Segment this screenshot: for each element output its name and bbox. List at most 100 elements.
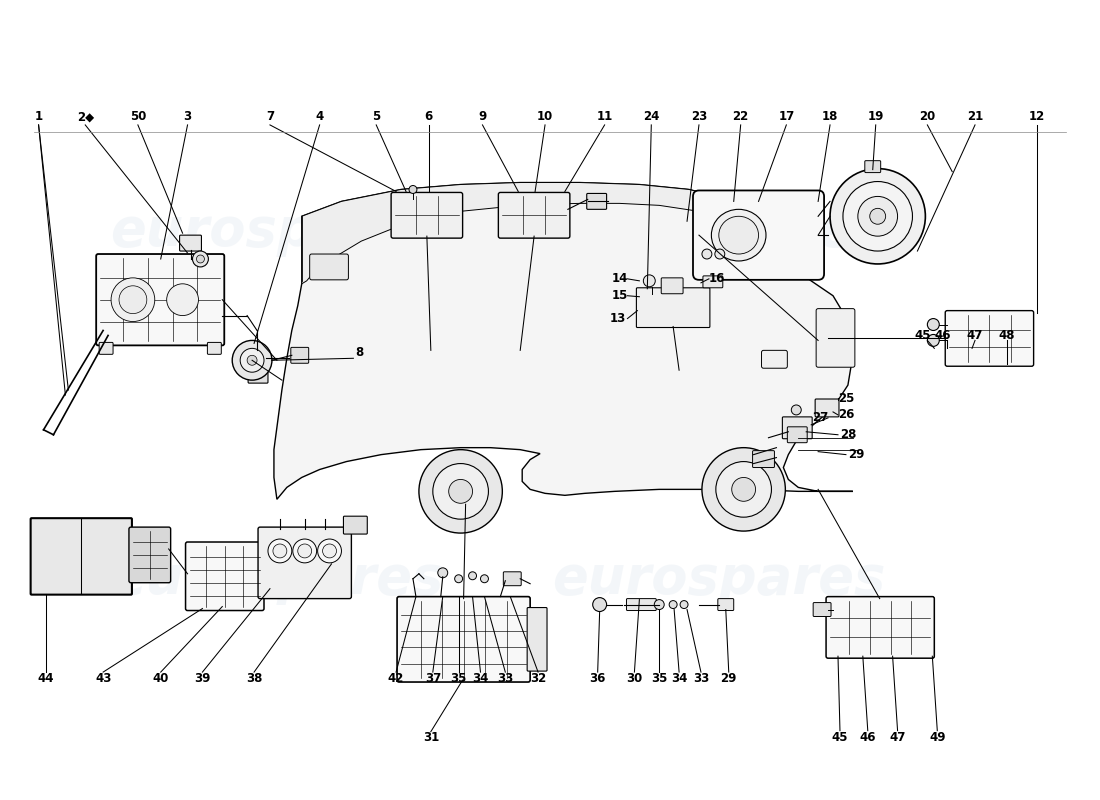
Polygon shape <box>301 182 808 284</box>
Circle shape <box>715 249 725 259</box>
Circle shape <box>111 278 155 322</box>
FancyBboxPatch shape <box>243 350 267 367</box>
Text: 18: 18 <box>822 110 838 123</box>
Text: 43: 43 <box>95 671 111 685</box>
Text: 16: 16 <box>708 272 725 286</box>
FancyBboxPatch shape <box>129 527 170 582</box>
Text: 2◆: 2◆ <box>77 110 94 123</box>
Circle shape <box>858 197 898 236</box>
Polygon shape <box>724 214 808 279</box>
Text: 28: 28 <box>839 428 856 442</box>
FancyBboxPatch shape <box>179 235 201 251</box>
Text: 32: 32 <box>530 671 547 685</box>
Circle shape <box>232 341 272 380</box>
Text: 46: 46 <box>934 329 950 342</box>
Circle shape <box>419 450 503 533</box>
Circle shape <box>438 568 448 578</box>
Text: 35: 35 <box>651 671 668 685</box>
Text: 4: 4 <box>316 110 323 123</box>
Text: eurospares: eurospares <box>110 553 443 605</box>
FancyBboxPatch shape <box>310 254 349 280</box>
Circle shape <box>432 463 488 519</box>
Text: 37: 37 <box>425 671 441 685</box>
FancyBboxPatch shape <box>258 527 351 598</box>
Text: eurospares: eurospares <box>552 205 886 257</box>
FancyBboxPatch shape <box>627 598 657 610</box>
FancyBboxPatch shape <box>815 399 839 417</box>
Text: 26: 26 <box>838 408 854 422</box>
Text: 50: 50 <box>130 110 146 123</box>
FancyBboxPatch shape <box>752 450 774 467</box>
Ellipse shape <box>718 216 759 254</box>
Circle shape <box>870 208 886 224</box>
Text: 25: 25 <box>838 391 854 405</box>
Circle shape <box>167 284 198 315</box>
FancyBboxPatch shape <box>31 518 132 594</box>
Circle shape <box>481 574 488 582</box>
FancyBboxPatch shape <box>343 516 367 534</box>
FancyBboxPatch shape <box>816 309 855 367</box>
Text: 34: 34 <box>671 671 688 685</box>
FancyBboxPatch shape <box>392 193 463 238</box>
Text: 14: 14 <box>612 272 628 286</box>
Circle shape <box>732 478 756 502</box>
Text: 15: 15 <box>612 290 628 302</box>
Circle shape <box>454 574 463 582</box>
Text: 33: 33 <box>693 671 710 685</box>
FancyBboxPatch shape <box>290 347 309 363</box>
Text: 42: 42 <box>388 671 405 685</box>
FancyBboxPatch shape <box>693 190 824 280</box>
Circle shape <box>680 601 688 609</box>
Circle shape <box>268 539 292 563</box>
Circle shape <box>409 186 417 194</box>
FancyBboxPatch shape <box>249 367 268 383</box>
Text: 21: 21 <box>967 110 983 123</box>
Text: 19: 19 <box>868 110 884 123</box>
FancyBboxPatch shape <box>788 427 807 442</box>
Circle shape <box>449 479 473 503</box>
FancyBboxPatch shape <box>504 572 521 586</box>
FancyBboxPatch shape <box>208 342 221 354</box>
Circle shape <box>293 539 317 563</box>
Text: 34: 34 <box>472 671 488 685</box>
Text: 45: 45 <box>914 329 931 342</box>
Circle shape <box>318 539 341 563</box>
FancyBboxPatch shape <box>586 194 606 210</box>
Text: eurospares: eurospares <box>552 553 886 605</box>
Text: 47: 47 <box>890 731 905 744</box>
Circle shape <box>273 544 287 558</box>
Circle shape <box>927 334 939 346</box>
Circle shape <box>197 255 205 263</box>
Text: 17: 17 <box>778 110 794 123</box>
Polygon shape <box>274 182 852 499</box>
Circle shape <box>644 275 656 286</box>
Circle shape <box>830 169 925 264</box>
Text: 29: 29 <box>720 671 737 685</box>
Text: eurospares: eurospares <box>110 205 443 257</box>
FancyBboxPatch shape <box>498 193 570 238</box>
Text: 6: 6 <box>425 110 433 123</box>
Circle shape <box>119 286 146 314</box>
Text: 40: 40 <box>153 671 169 685</box>
Text: 3: 3 <box>184 110 191 123</box>
Text: 9: 9 <box>478 110 486 123</box>
FancyBboxPatch shape <box>945 310 1034 366</box>
FancyBboxPatch shape <box>865 161 881 173</box>
Text: 24: 24 <box>644 110 660 123</box>
Circle shape <box>716 462 771 517</box>
Text: 39: 39 <box>195 671 210 685</box>
Text: 8: 8 <box>355 346 363 359</box>
Text: 45: 45 <box>832 731 848 744</box>
Text: 11: 11 <box>596 110 613 123</box>
Text: 46: 46 <box>859 731 876 744</box>
FancyBboxPatch shape <box>761 350 788 368</box>
FancyBboxPatch shape <box>637 288 710 327</box>
Text: 7: 7 <box>266 110 274 123</box>
Text: 48: 48 <box>999 329 1015 342</box>
Circle shape <box>702 448 785 531</box>
Ellipse shape <box>712 210 766 261</box>
Circle shape <box>593 598 606 611</box>
Text: 35: 35 <box>451 671 466 685</box>
Circle shape <box>322 544 337 558</box>
Text: 44: 44 <box>37 671 54 685</box>
